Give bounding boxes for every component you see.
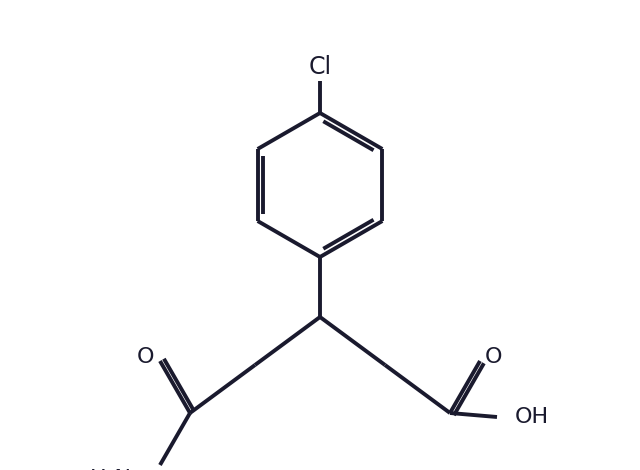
Text: O: O — [485, 347, 503, 367]
Text: OH: OH — [515, 407, 549, 427]
Text: H₂N: H₂N — [90, 469, 132, 470]
Text: O: O — [137, 347, 155, 367]
Text: Cl: Cl — [308, 55, 332, 79]
